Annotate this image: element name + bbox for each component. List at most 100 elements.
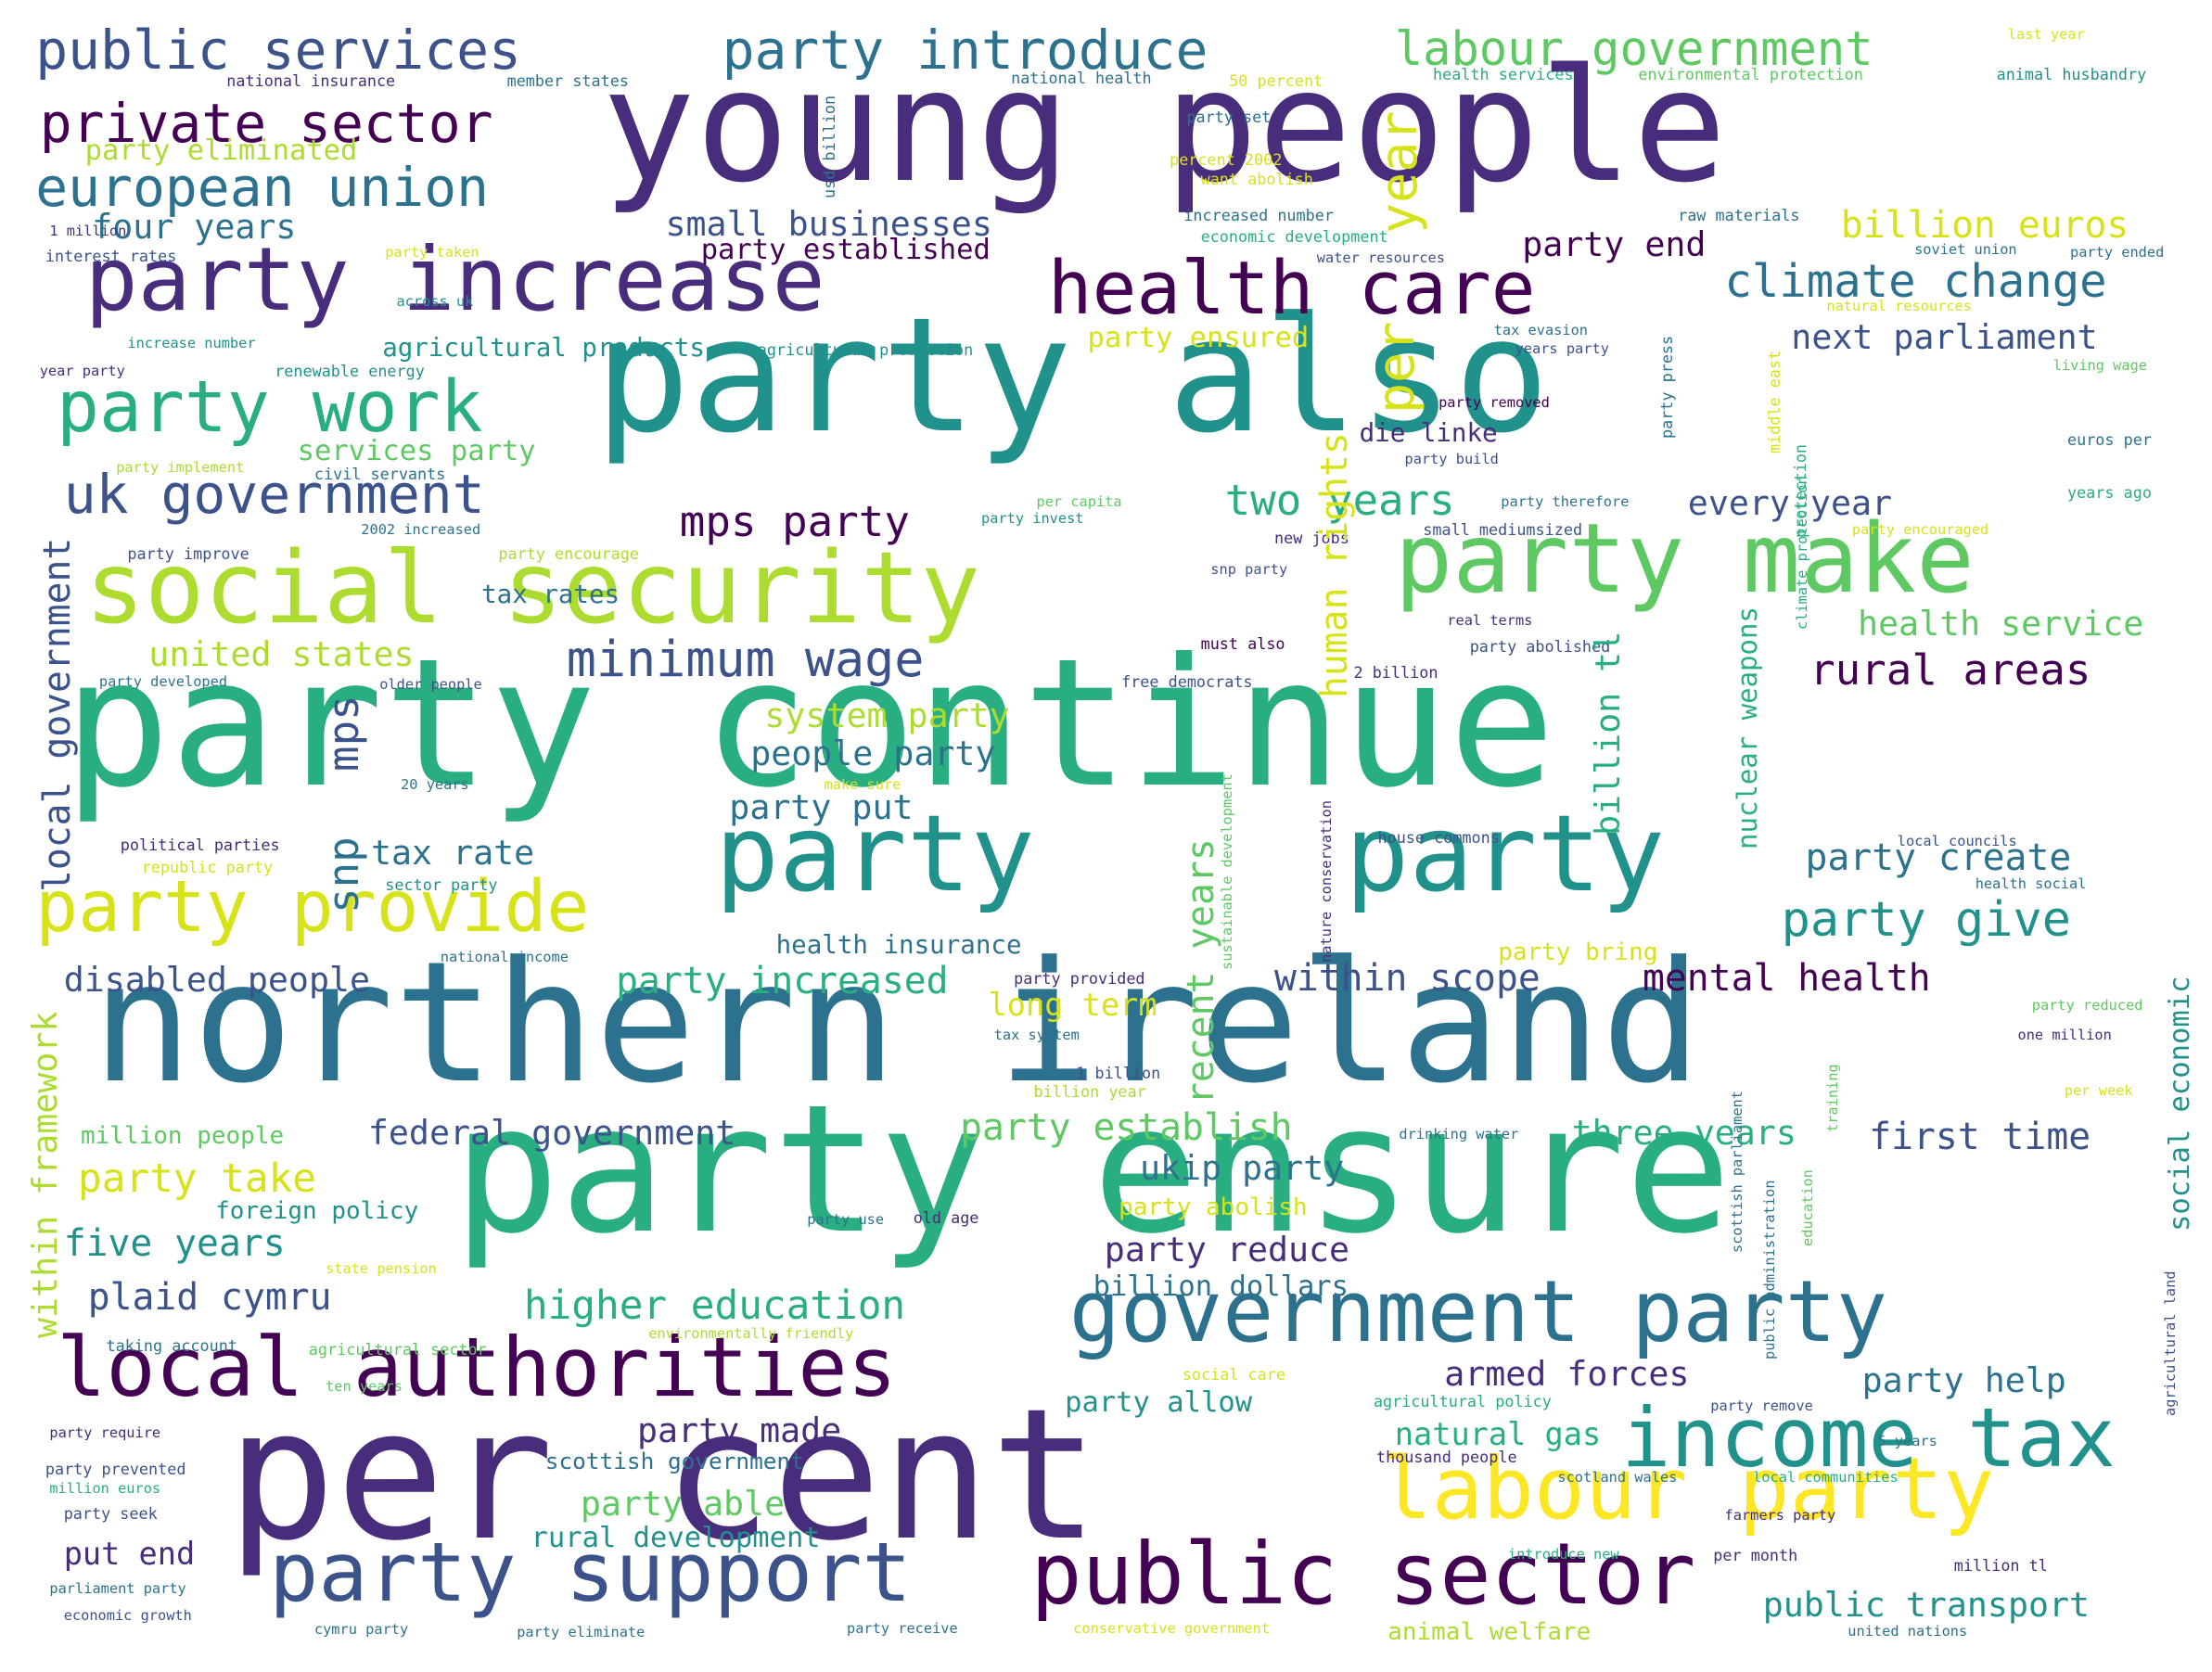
cloud-word-party-put-68: party put: [729, 787, 914, 828]
cloud-word-party-abolished-131: party abolished: [1469, 637, 1611, 657]
cloud-word-public-administration-203: public administration: [1760, 1180, 1778, 1359]
cloud-word-local-authorities-12: local authorities: [57, 1319, 897, 1415]
cloud-word-snp-187: snp: [318, 836, 369, 913]
cloud-word-government-party-11: government party: [1068, 1262, 1887, 1362]
cloud-word-member-states-86: member states: [506, 70, 629, 90]
cloud-word-climate-change-27: climate change: [1724, 255, 2107, 308]
cloud-word-year-party-110: year party: [39, 363, 125, 380]
cloud-word-increase-number-106: increase number: [127, 334, 256, 351]
cloud-word-put-end-62: put end: [63, 1536, 196, 1573]
cloud-word-nuclear-weapons-190: nuclear weapons: [1732, 606, 1764, 849]
cloud-word-two-years-29: two years: [1224, 474, 1455, 525]
cloud-word-scottish-parliament-202: scottish parliament: [1728, 1091, 1745, 1254]
cloud-word-party-invest-119: party invest: [981, 509, 1084, 527]
cloud-word-years-party-109: years party: [1515, 339, 1609, 357]
cloud-word-health-social-143: health social: [1975, 874, 2087, 892]
cloud-word-billion-year-148: billion year: [1033, 1081, 1146, 1101]
cloud-word-party-developed-132: party developed: [98, 672, 228, 690]
cloud-word-party-increase-8: party increase: [84, 228, 825, 331]
cloud-word-year-182: year: [1368, 110, 1428, 234]
cloud-word-social-security-6: social security: [84, 531, 980, 647]
cloud-word-party-encouraged-125: party encouraged: [1851, 521, 1989, 539]
cloud-word-plaid-cymru-52: plaid cymru: [87, 1275, 332, 1319]
cloud-word-services-party-73: services party: [297, 434, 536, 467]
cloud-word-small-businesses-39: small businesses: [665, 204, 992, 245]
cloud-word-animal-welfare-83: animal welfare: [1387, 1617, 1592, 1646]
cloud-word-political-parties-138: political parties: [120, 836, 280, 854]
cloud-word-per-month-173: per month: [1713, 1546, 1798, 1565]
cloud-word-house-commons-141: house commons: [1377, 828, 1500, 848]
cloud-word-party-make-7: party make: [1394, 504, 1975, 616]
cloud-word-private-sector-23: private sector: [39, 92, 493, 155]
cloud-word-billion-euros-36: billion euros: [1840, 204, 2129, 247]
cloud-word-party-provide-19: party provide: [35, 864, 590, 948]
cloud-word-party-also-1: party also: [595, 283, 1550, 468]
cloud-word-natural-resources-105: natural resources: [1826, 297, 1972, 314]
cloud-word-local-councils-142: local councils: [1897, 833, 2017, 849]
cloud-word-50-percent-88: 50 percent: [1229, 70, 1323, 90]
cloud-word-northern-ireland-3: northern ireland: [92, 925, 1702, 1120]
cloud-word-party-introduce-21: party introduce: [722, 18, 1208, 82]
cloud-word-middle-east-195: middle east: [1765, 350, 1784, 453]
cloud-word-cymru-party-177: cymru party: [313, 1621, 409, 1639]
cloud-word-party-ensure-4: party ensure: [453, 1066, 1732, 1272]
cloud-word-mps-party-28: mps party: [679, 495, 910, 546]
cloud-word-foreign-policy-76: foreign policy: [215, 1197, 419, 1226]
cloud-word-people-party-67: people party: [750, 734, 996, 774]
cloud-word-economic-development-97: economic development: [1200, 226, 1388, 246]
cloud-word-armed-forces-56: armed forces: [1444, 1353, 1690, 1394]
cloud-word-million-tl-174: million tl: [1953, 1556, 2048, 1576]
cloud-word-state-pension-155: state pension: [326, 1260, 437, 1278]
cloud-word-four-years-40: four years: [92, 207, 297, 248]
cloud-word-recent-years-188: recent years: [1180, 838, 1223, 1104]
cloud-word-labour-party-13: labour party: [1380, 1439, 1995, 1539]
cloud-word-want-abolish-94: want abolish: [1200, 170, 1313, 189]
cloud-word-party-improve-126: party improve: [127, 543, 249, 563]
cloud-word-federal-government-48: federal government: [367, 1113, 736, 1154]
cloud-word-within-framework-191: within framework: [24, 1011, 65, 1338]
cloud-word-local-communities-169: local communities: [1753, 1468, 1899, 1486]
cloud-word-20-years-137: 20 years: [401, 775, 469, 793]
cloud-word-party-therefore-120: party therefore: [1501, 492, 1630, 510]
cloud-word-snp-party-128: snp party: [1210, 560, 1288, 578]
cloud-word-health-care-17: health care: [1047, 244, 1536, 331]
cloud-word-old-age-154: old age: [913, 1207, 979, 1227]
cloud-word-minimum-wage-26: minimum wage: [566, 630, 925, 689]
cloud-word-party-abolish-81: party abolish: [1119, 1193, 1308, 1221]
cloud-word-social-care-160: social care: [1182, 1365, 1285, 1384]
cloud-word-party-give-30: party give: [1781, 891, 2072, 948]
cloud-word-conservative-government-180: conservative government: [1073, 1619, 1271, 1637]
cloud-word-farmers-party-171: farmers party: [1724, 1506, 1836, 1524]
cloud-word-within-scope-32: within scope: [1274, 957, 1541, 1001]
cloud-word-party-reduce-55: party reduce: [1104, 1229, 1350, 1270]
cloud-word-agricultural-land-204: agricultural land: [2161, 1270, 2179, 1416]
cloud-word-million-people-77: million people: [81, 1122, 285, 1151]
cloud-word-party-establish-45: party establish: [960, 1105, 1293, 1149]
cloud-word-mps-186: mps: [318, 695, 369, 772]
cloud-word-economic-growth-176: economic growth: [63, 1607, 192, 1625]
cloud-word-party-require-163: party require: [49, 1424, 161, 1442]
cloud-word-national-insurance-85: national insurance: [226, 70, 396, 90]
cloud-word-party-eliminated-42: party eliminated: [84, 134, 358, 168]
cloud-word-per-cent-5: per cent: [226, 1371, 1100, 1581]
cloud-word-per-183: per: [1365, 321, 1426, 414]
cloud-word-1-million-98: 1 million: [49, 223, 127, 239]
cloud-word-party-taken-100: party taken: [385, 243, 479, 261]
cloud-word-percent-2002-93: percent 2002: [1170, 150, 1283, 169]
cloud-word-party-take-53: party take: [78, 1155, 317, 1202]
cloud-word-natural-gas-58: natural gas: [1394, 1415, 1602, 1452]
cloud-word-long-term-71: long term: [988, 987, 1157, 1023]
cloud-word-tax-system-146: tax system: [993, 1027, 1080, 1044]
cloud-word-higher-education-34: higher education: [523, 1283, 906, 1330]
cloud-word-older-people-133: older people: [379, 675, 482, 693]
cloud-word-party-remove-162: party remove: [1710, 1398, 1813, 1415]
cloud-word-party-removed-113: party removed: [1438, 393, 1550, 411]
cloud-word-agricultural-sector-157: agricultural sector: [308, 1339, 487, 1359]
cloud-word-health-insurance-70: health insurance: [775, 930, 1022, 961]
cloud-word-die-linke-72: die linke: [1359, 417, 1498, 448]
cloud-word-young-people-0: young people: [601, 34, 1727, 217]
cloud-word-5-years-167: 5 years: [1877, 1433, 1937, 1450]
cloud-word-public-sector-15: public sector: [1030, 1524, 1696, 1624]
cloud-word-education-201: education: [1799, 1168, 1816, 1246]
cloud-word-increased-number-95: increased number: [1183, 205, 1334, 224]
